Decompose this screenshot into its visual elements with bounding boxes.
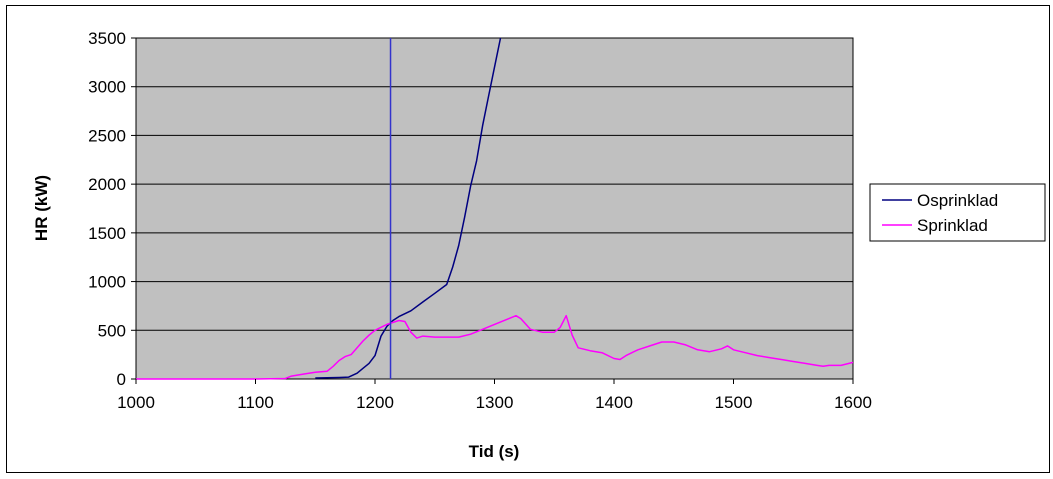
x-tick-label: 1000: [117, 393, 155, 412]
x-tick-label: 1300: [476, 393, 514, 412]
y-tick-label: 3500: [88, 29, 126, 48]
y-axis-title: HR (kW): [32, 175, 51, 241]
y-tick-label: 500: [98, 321, 126, 340]
series-line-sprinklad: [136, 314, 854, 380]
x-tick-label: 1500: [715, 393, 753, 412]
legend-label-osprinklad: Osprinklad: [917, 191, 998, 210]
legend: Osprinklad Sprinklad: [869, 183, 1046, 242]
plot-area: [135, 37, 854, 380]
grid: [136, 86, 853, 331]
y-tick-label: 1500: [88, 224, 126, 243]
x-axis-ticks: 1000 1100 1200 1300 1400 1500 1600: [117, 379, 872, 412]
x-tick-label: 1200: [356, 393, 394, 412]
x-axis-title: Tid (s): [469, 442, 520, 461]
y-tick-label: 1000: [88, 273, 126, 292]
x-tick-label: 1100: [237, 393, 274, 412]
series-line-osprinklad: [315, 37, 502, 379]
legend-label-sprinklad: Sprinklad: [917, 216, 988, 235]
y-axis-ticks: 0 500 1000 1500 2000 2500 3000 3500: [88, 29, 136, 389]
legend-box: [869, 183, 1046, 242]
x-tick-label: 1400: [595, 393, 633, 412]
y-tick-label: 2000: [88, 175, 126, 194]
y-tick-label: 3000: [88, 78, 126, 97]
y-tick-label: 2500: [88, 126, 126, 145]
y-tick-label: 0: [117, 370, 126, 389]
series-layer: [136, 37, 854, 380]
x-tick-label: 1600: [834, 393, 872, 412]
